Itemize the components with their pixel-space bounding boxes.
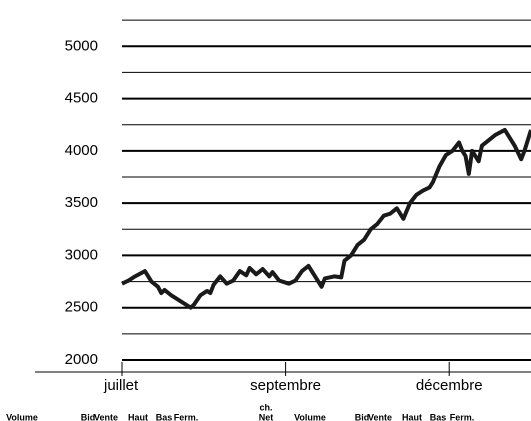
footer-label: Ferm. — [450, 412, 475, 421]
y-tick-label: 3000 — [65, 246, 98, 263]
footer-label: Vente — [94, 412, 118, 421]
y-tick-label: 5500 — [65, 0, 98, 2]
x-tick-label: septembre — [250, 377, 321, 394]
footer-label: Vente — [368, 412, 392, 421]
y-tick-label: 2500 — [65, 299, 98, 316]
footer-label: Haut — [128, 412, 148, 421]
footer-label: Haut — [402, 412, 422, 421]
footer-label: Bas — [430, 412, 447, 421]
footer-label: Volume — [294, 412, 326, 421]
y-tick-label: 4500 — [65, 90, 98, 107]
footer-label: ch. — [259, 402, 272, 412]
footer-label: Ferm. — [174, 412, 199, 421]
footer-label: Volume — [6, 412, 38, 421]
y-tick-label: 4000 — [65, 142, 98, 159]
x-tick-label: décembre — [416, 377, 483, 394]
footer-label: Net — [259, 412, 274, 421]
footer-label: Bas — [156, 412, 173, 421]
footer-label: Bid — [355, 412, 370, 421]
x-tick-label: juillet — [103, 377, 139, 394]
data-line — [121, 127, 531, 310]
y-tick-label: 2000 — [65, 351, 98, 368]
footer-label: Bid — [81, 412, 96, 421]
y-tick-label: 3500 — [65, 194, 98, 211]
y-tick-label: 5000 — [65, 37, 98, 54]
